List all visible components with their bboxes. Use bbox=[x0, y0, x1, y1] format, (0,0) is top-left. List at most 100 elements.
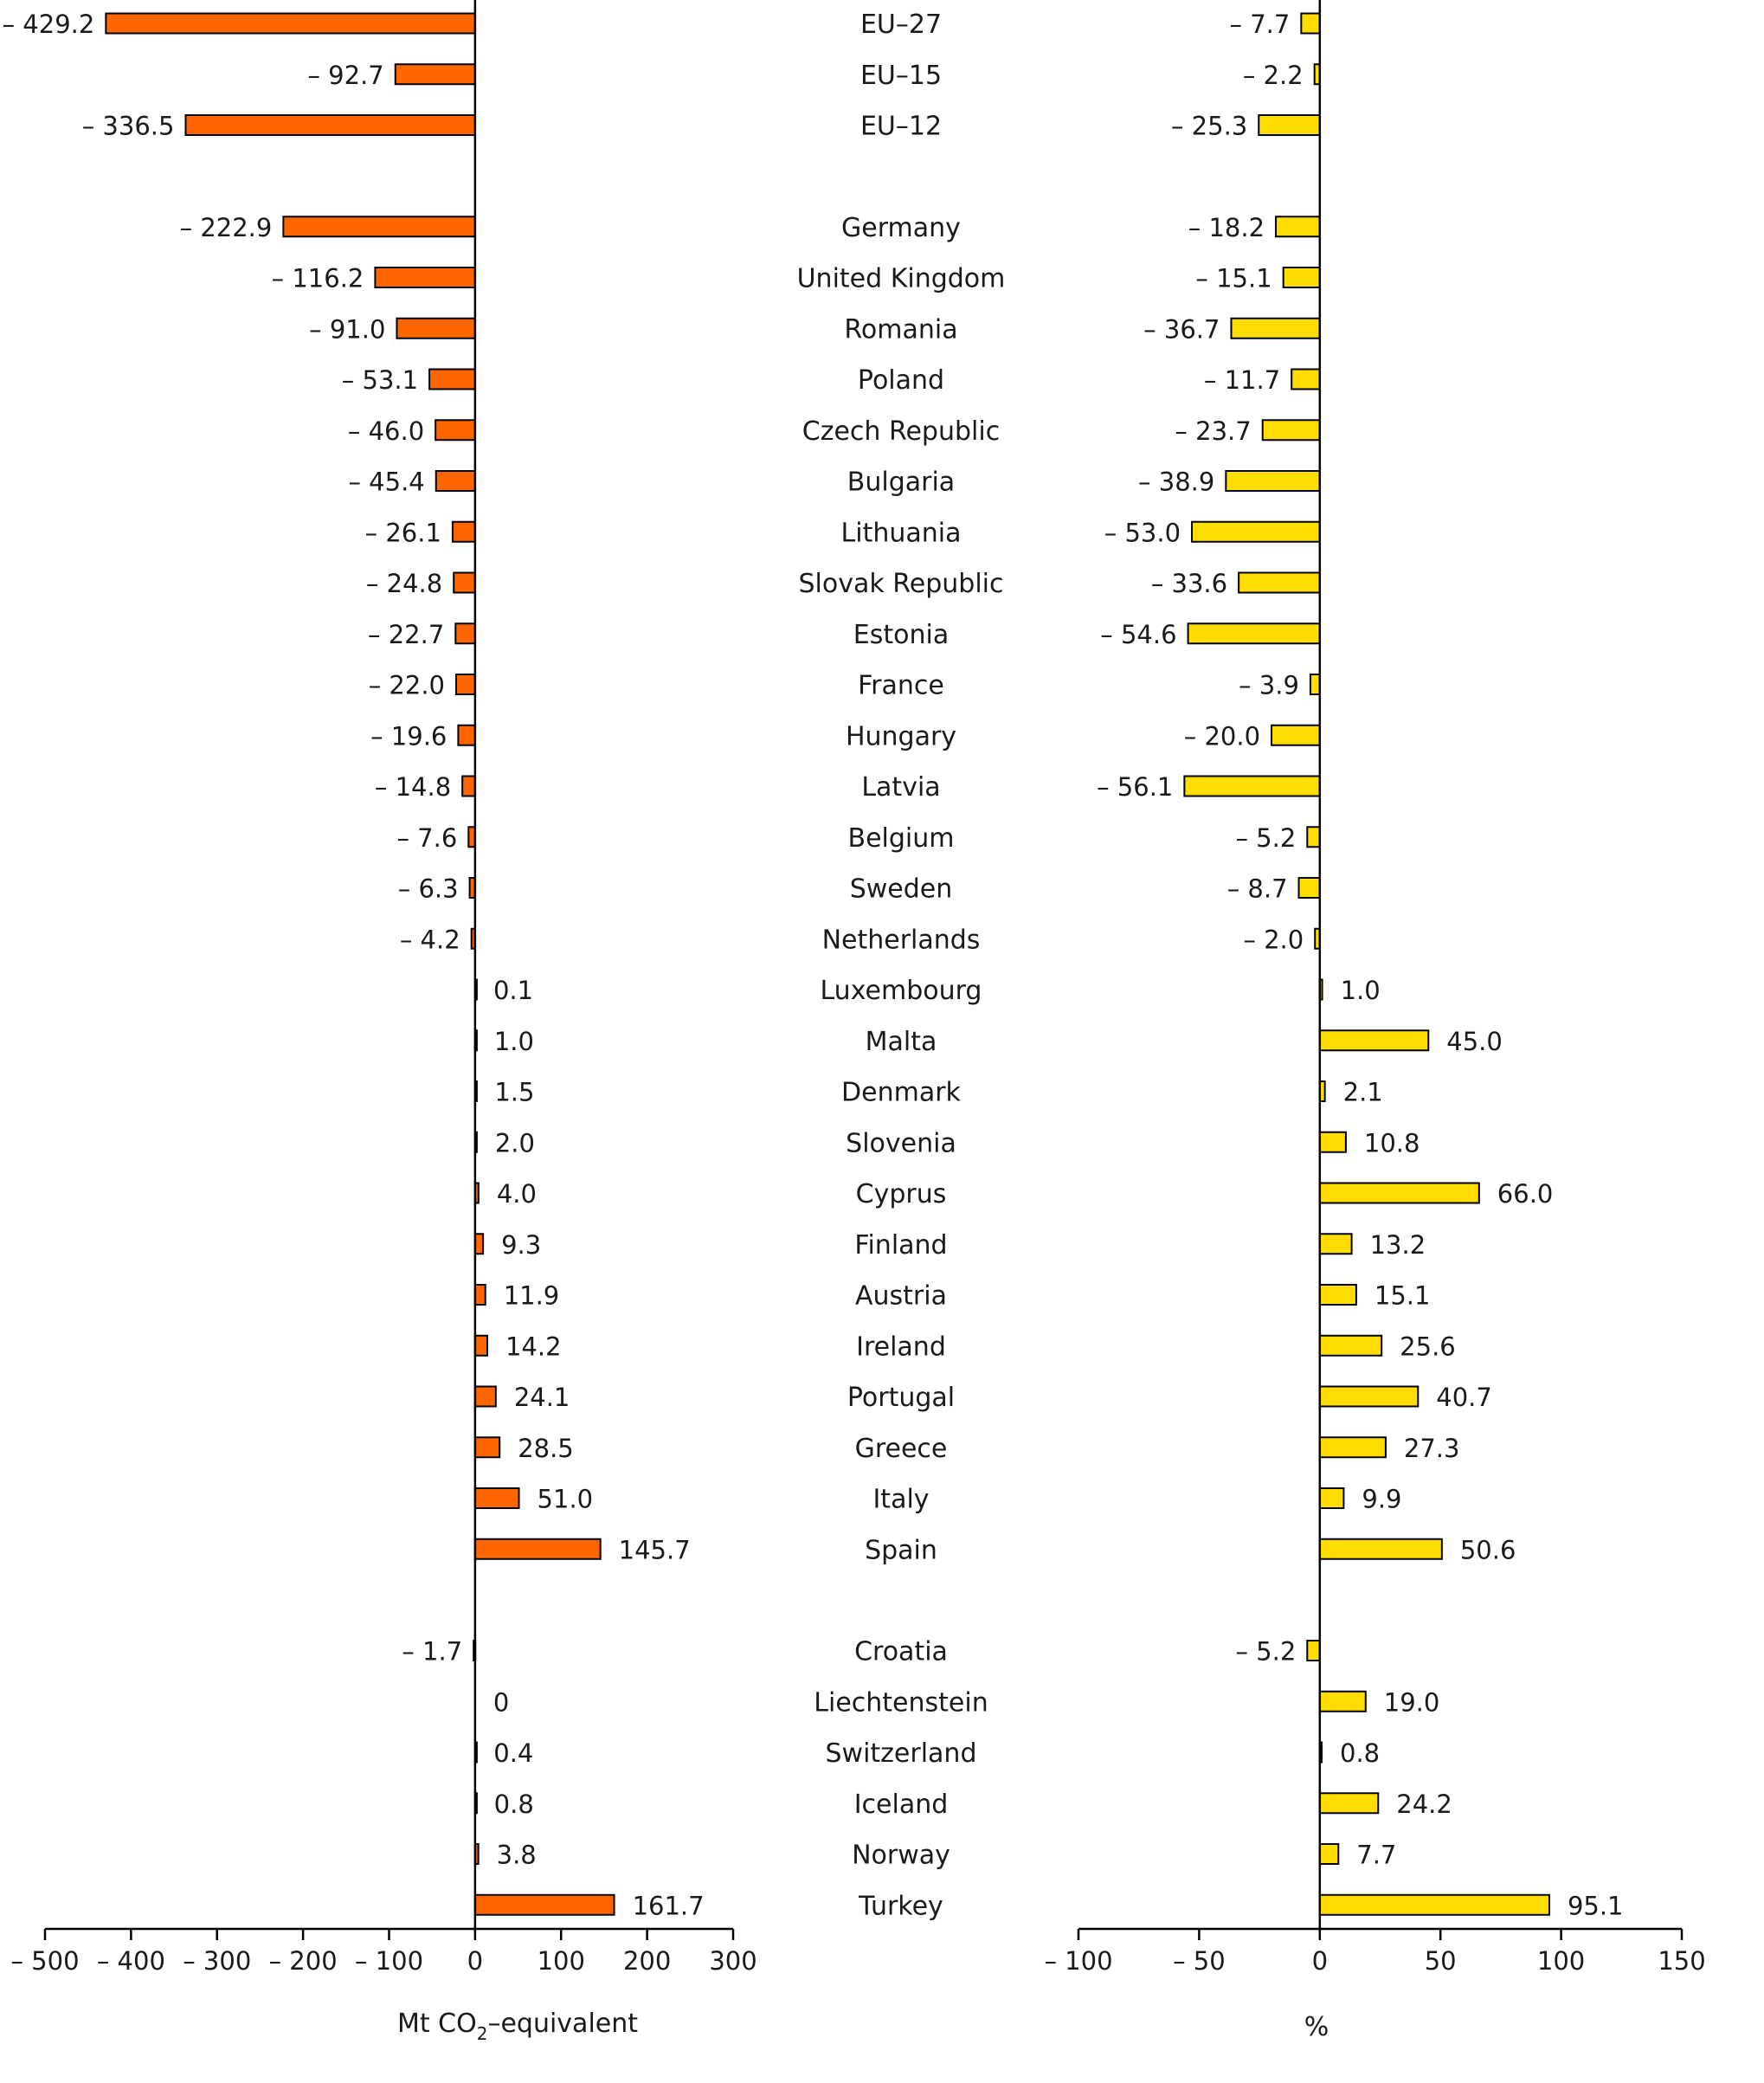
right-bar bbox=[1318, 1334, 1383, 1357]
right-x-tick-label: 0 bbox=[1312, 1946, 1328, 1976]
left-bar bbox=[282, 216, 476, 238]
left-bar bbox=[455, 674, 476, 695]
left-x-tick-label: 100 bbox=[538, 1946, 585, 1976]
category-label: Latvia bbox=[861, 772, 940, 803]
category-label: Bulgaria bbox=[847, 468, 955, 498]
left-bar bbox=[473, 1487, 520, 1509]
left-value-label: 4.0 bbox=[497, 1179, 537, 1209]
right-bar bbox=[1187, 622, 1321, 645]
right-bar bbox=[1309, 674, 1321, 695]
right-bar bbox=[1318, 1233, 1353, 1255]
left-x-tick-label: – 400 bbox=[97, 1946, 165, 1976]
right-value-label: 9.9 bbox=[1362, 1485, 1401, 1514]
right-bar bbox=[1183, 775, 1321, 797]
right-value-label: 50.6 bbox=[1460, 1535, 1516, 1564]
right-x-tick-label: 100 bbox=[1537, 1946, 1585, 1976]
category-label: Estonia bbox=[853, 620, 949, 650]
left-value-label: 1.0 bbox=[494, 1027, 534, 1056]
category-label: Belgium bbox=[848, 823, 955, 854]
right-bar bbox=[1318, 1131, 1347, 1153]
left-bar bbox=[473, 1334, 488, 1357]
left-x-tick-label: – 300 bbox=[183, 1946, 251, 1976]
left-value-label: 14.2 bbox=[505, 1332, 562, 1361]
right-bar bbox=[1238, 571, 1321, 594]
category-label: Lithuania bbox=[841, 518, 962, 548]
right-value-label: – 23.7 bbox=[1175, 416, 1251, 446]
left-value-label: 1.5 bbox=[494, 1078, 534, 1107]
category-label: Slovenia bbox=[846, 1128, 956, 1158]
right-value-label: – 36.7 bbox=[1143, 314, 1220, 344]
right-value-label: 0.8 bbox=[1340, 1738, 1380, 1768]
right-value-label: – 5.2 bbox=[1235, 823, 1296, 853]
left-value-label: 0 bbox=[493, 1687, 509, 1717]
right-bar bbox=[1318, 1029, 1430, 1052]
category-label: EU–15 bbox=[860, 61, 942, 91]
left-value-label: 2.0 bbox=[495, 1128, 535, 1158]
left-x-tick-label: – 500 bbox=[10, 1946, 79, 1976]
left-value-label: – 6.3 bbox=[398, 874, 459, 904]
right-value-label: – 3.9 bbox=[1239, 671, 1299, 700]
right-x-tick-label: – 50 bbox=[1173, 1946, 1226, 1976]
right-x-tick-label: 150 bbox=[1658, 1946, 1705, 1976]
right-value-label: – 56.1 bbox=[1097, 772, 1173, 802]
right-bar bbox=[1225, 470, 1321, 492]
left-value-label: – 429.2 bbox=[3, 10, 95, 39]
right-value-label: – 5.2 bbox=[1235, 1637, 1296, 1667]
left-value-label: – 46.0 bbox=[348, 416, 424, 446]
category-label: Italy bbox=[872, 1485, 929, 1515]
left-bar bbox=[184, 114, 476, 136]
left-bar bbox=[435, 470, 476, 492]
category-label: United Kingdom bbox=[797, 264, 1006, 294]
left-chart-panel: – 429.2 – 92.7 – 336.5 – 222.9 – 116.2 – 91.0… bbox=[3, 0, 757, 1976]
right-value-label: – 54.6 bbox=[1100, 620, 1176, 649]
right-bar bbox=[1300, 12, 1321, 35]
left-value-label: – 1.7 bbox=[402, 1637, 462, 1667]
right-x-tick-label: – 100 bbox=[1044, 1946, 1112, 1976]
right-value-label: – 20.0 bbox=[1184, 721, 1260, 751]
right-bar bbox=[1318, 1284, 1357, 1306]
right-bar bbox=[1318, 1843, 1340, 1865]
right-bar bbox=[1318, 1538, 1443, 1560]
category-label: Luxembourg bbox=[821, 976, 982, 1006]
category-label: Turkey bbox=[858, 1891, 943, 1921]
right-bar bbox=[1318, 1893, 1550, 1916]
right-value-label: – 33.6 bbox=[1151, 569, 1227, 598]
left-bar bbox=[435, 419, 476, 442]
category-label: Norway bbox=[852, 1841, 950, 1871]
category-label: EU–12 bbox=[860, 112, 942, 142]
left-value-label: 28.5 bbox=[518, 1434, 574, 1463]
right-value-label: – 25.3 bbox=[1171, 112, 1247, 141]
left-bar bbox=[453, 571, 476, 594]
right-value-label: 40.7 bbox=[1436, 1383, 1492, 1412]
right-value-label: 15.1 bbox=[1375, 1281, 1431, 1311]
right-bar bbox=[1275, 216, 1321, 238]
left-value-label: 161.7 bbox=[633, 1891, 705, 1920]
right-bar bbox=[1258, 114, 1321, 136]
right-bar bbox=[1318, 1690, 1367, 1712]
right-value-label: 2.1 bbox=[1343, 1078, 1383, 1107]
right-bar bbox=[1261, 419, 1321, 442]
category-label: EU–27 bbox=[860, 10, 942, 40]
right-value-label: – 53.0 bbox=[1104, 518, 1181, 547]
left-value-label: 9.3 bbox=[501, 1230, 541, 1260]
category-label: Sweden bbox=[850, 874, 953, 905]
left-bar bbox=[457, 724, 476, 746]
category-label: Cyprus bbox=[856, 1179, 947, 1209]
category-label: Austria bbox=[855, 1281, 947, 1312]
right-value-label: 10.8 bbox=[1364, 1128, 1420, 1158]
category-label: Denmark bbox=[841, 1078, 962, 1108]
left-x-tick-label: – 100 bbox=[355, 1946, 423, 1976]
right-value-label: – 2.2 bbox=[1243, 61, 1304, 90]
right-value-label: – 38.9 bbox=[1138, 468, 1214, 497]
left-value-label: – 4.2 bbox=[400, 925, 460, 954]
right-value-label: 7.7 bbox=[1356, 1841, 1396, 1870]
left-bar bbox=[451, 520, 476, 543]
left-bar bbox=[473, 1385, 497, 1408]
right-bar bbox=[1318, 1792, 1380, 1815]
left-bar bbox=[473, 1893, 615, 1916]
left-value-label: – 19.6 bbox=[370, 721, 447, 751]
left-value-label: 3.8 bbox=[497, 1841, 537, 1870]
right-bar bbox=[1291, 368, 1321, 390]
right-value-label: 13.2 bbox=[1370, 1230, 1426, 1260]
category-label: Hungary bbox=[846, 721, 956, 751]
